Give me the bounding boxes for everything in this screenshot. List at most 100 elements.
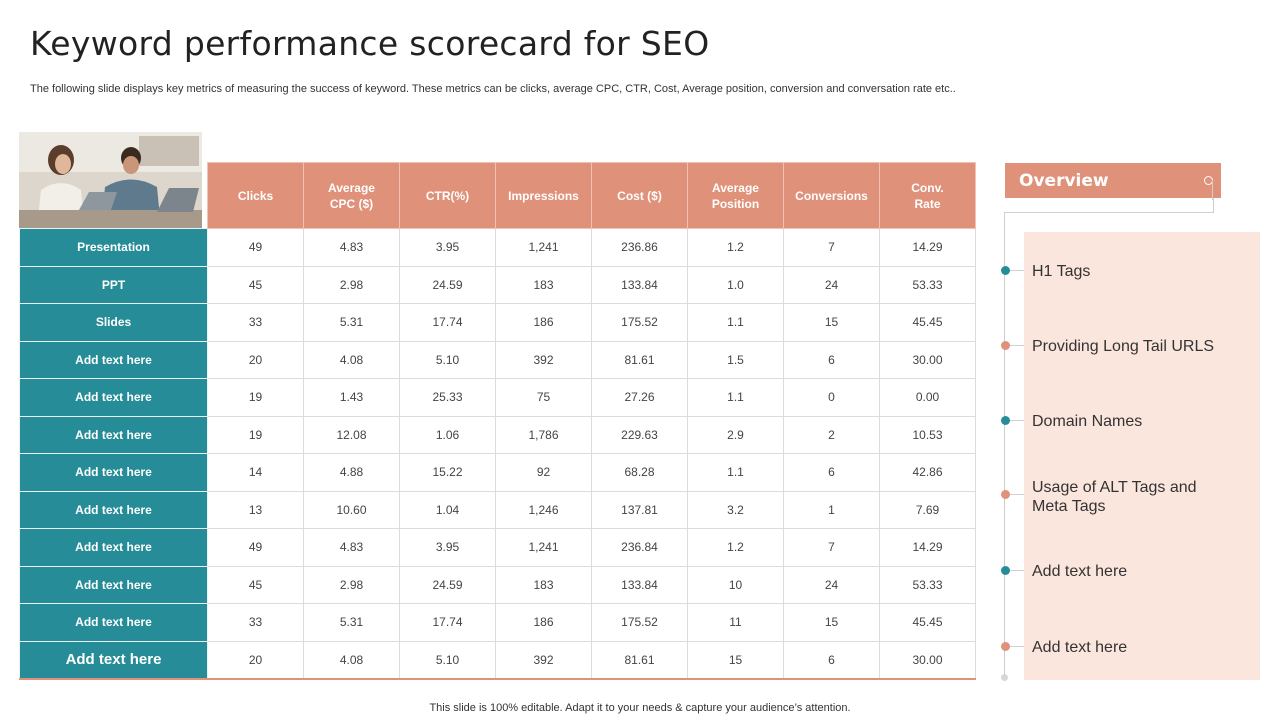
table-cell: 6 <box>783 453 880 492</box>
bullet-connector <box>1010 570 1024 571</box>
table-cell: 1,241 <box>495 228 592 267</box>
table-cell: 24 <box>783 565 880 604</box>
overview-item-text: Add text here <box>1032 639 1128 656</box>
table-cell: 30.00 <box>879 640 976 680</box>
bullet-dot-icon <box>1001 416 1010 425</box>
page-subtitle: The following slide displays key metrics… <box>30 83 956 95</box>
table-cell: 68.28 <box>591 453 688 492</box>
table-cell: 1.1 <box>687 378 784 417</box>
table-cell: 1.06 <box>399 415 496 454</box>
table-cell: 15.22 <box>399 453 496 492</box>
bullet-connector <box>1010 494 1024 495</box>
table-cell: 17.74 <box>399 303 496 342</box>
table-cell: 20 <box>207 340 304 379</box>
overview-header: Overview <box>1005 163 1221 198</box>
table-cell: 17.74 <box>399 603 496 642</box>
overview-title: Overview <box>1019 171 1109 191</box>
table-cell: 137.81 <box>591 490 688 529</box>
table-cell: 10.60 <box>303 490 400 529</box>
row-label: Add text here <box>19 528 208 567</box>
table-cell: 4.08 <box>303 640 400 680</box>
table-cell: 25.33 <box>399 378 496 417</box>
bullet-dot-icon <box>1001 566 1010 575</box>
bullet-connector <box>1010 646 1024 647</box>
overview-connector <box>1004 198 1214 213</box>
table-cell: 1.0 <box>687 265 784 304</box>
column-header-ctr: CTR(%) <box>399 162 496 229</box>
row-label: Add text here <box>19 565 208 604</box>
table-cell: 15 <box>783 603 880 642</box>
table-cell: 4.83 <box>303 528 400 567</box>
table-cell: 1 <box>783 490 880 529</box>
table-cell: 33 <box>207 303 304 342</box>
overview-item-text: Add text here <box>1032 563 1128 580</box>
table-cell: 15 <box>783 303 880 342</box>
column-header-clicks: Clicks <box>207 162 304 229</box>
table-cell: 183 <box>495 265 592 304</box>
table-cell: 1.43 <box>303 378 400 417</box>
table-cell: 5.10 <box>399 340 496 379</box>
table-cell: 42.86 <box>879 453 976 492</box>
row-label: Add text here <box>19 453 208 492</box>
team-photo <box>19 132 202 228</box>
table-cell: 4.83 <box>303 228 400 267</box>
row-label: Add text here <box>19 640 208 680</box>
table-cell: 45.45 <box>879 603 976 642</box>
bullet-dot-icon <box>1001 341 1010 350</box>
table-row: Add text here 19 1.43 25.33 75 27.26 1.1 0 0.00 <box>19 378 976 417</box>
bullet-dot-icon <box>1001 642 1010 651</box>
row-label: Add text here <box>19 340 208 379</box>
table-cell: 24.59 <box>399 565 496 604</box>
table-cell: 392 <box>495 340 592 379</box>
bullet-connector <box>1010 345 1024 346</box>
table-header-row: Clicks Average CPC ($) CTR(%) Impressions… <box>20 162 976 229</box>
table-cell: 92 <box>495 453 592 492</box>
table-cell: 30.00 <box>879 340 976 379</box>
table-row: Add text here 20 4.08 5.10 392 81.61 15 6 30.00 <box>19 640 976 680</box>
table-cell: 5.10 <box>399 640 496 680</box>
row-label: Add text here <box>19 603 208 642</box>
row-label: Presentation <box>19 228 208 267</box>
table-cell: 1,246 <box>495 490 592 529</box>
table-cell: 49 <box>207 228 304 267</box>
table-cell: 4.88 <box>303 453 400 492</box>
table-cell: 49 <box>207 528 304 567</box>
table-cell: 5.31 <box>303 603 400 642</box>
table-row: PPT 45 2.98 24.59 183 133.84 1.0 24 53.33 <box>19 265 976 304</box>
table-cell: 24 <box>783 265 880 304</box>
table-corner <box>20 163 208 229</box>
table-cell: 0.00 <box>879 378 976 417</box>
overview-item-text: Providing Long Tail URLS <box>1032 338 1215 355</box>
table-cell: 4.08 <box>303 340 400 379</box>
table-cell: 175.52 <box>591 603 688 642</box>
table-cell: 27.26 <box>591 378 688 417</box>
table-cell: 3.95 <box>399 228 496 267</box>
table-cell: 1,241 <box>495 528 592 567</box>
table-cell: 0 <box>783 378 880 417</box>
row-label: Add text here <box>19 378 208 417</box>
table-row: Add text here 45 2.98 24.59 183 133.84 10 24 53.… <box>19 565 976 604</box>
column-header-average-position: Average Position <box>687 162 784 229</box>
overview-connector-stem <box>1212 180 1213 200</box>
bullet-dot-icon <box>1001 490 1010 499</box>
column-header-impressions: Impressions <box>495 162 592 229</box>
table-cell: 2 <box>783 415 880 454</box>
table-cell: 229.63 <box>591 415 688 454</box>
table-cell: 3.2 <box>687 490 784 529</box>
table-cell: 14.29 <box>879 528 976 567</box>
table-cell: 1,786 <box>495 415 592 454</box>
table-cell: 10.53 <box>879 415 976 454</box>
table-cell: 19 <box>207 378 304 417</box>
table-cell: 2.98 <box>303 565 400 604</box>
table-cell: 1.2 <box>687 528 784 567</box>
table-cell: 12.08 <box>303 415 400 454</box>
table-cell: 5.31 <box>303 303 400 342</box>
bullet-dot-icon <box>1001 266 1010 275</box>
table-row: Slides 33 5.31 17.74 186 175.52 1.1 15 45.45 <box>19 303 976 342</box>
table-cell: 2.98 <box>303 265 400 304</box>
table-cell: 14 <box>207 453 304 492</box>
table-cell: 183 <box>495 565 592 604</box>
overview-item-text: H1 Tags <box>1032 263 1091 280</box>
table-cell: 6 <box>783 640 880 680</box>
table-cell: 14.29 <box>879 228 976 267</box>
